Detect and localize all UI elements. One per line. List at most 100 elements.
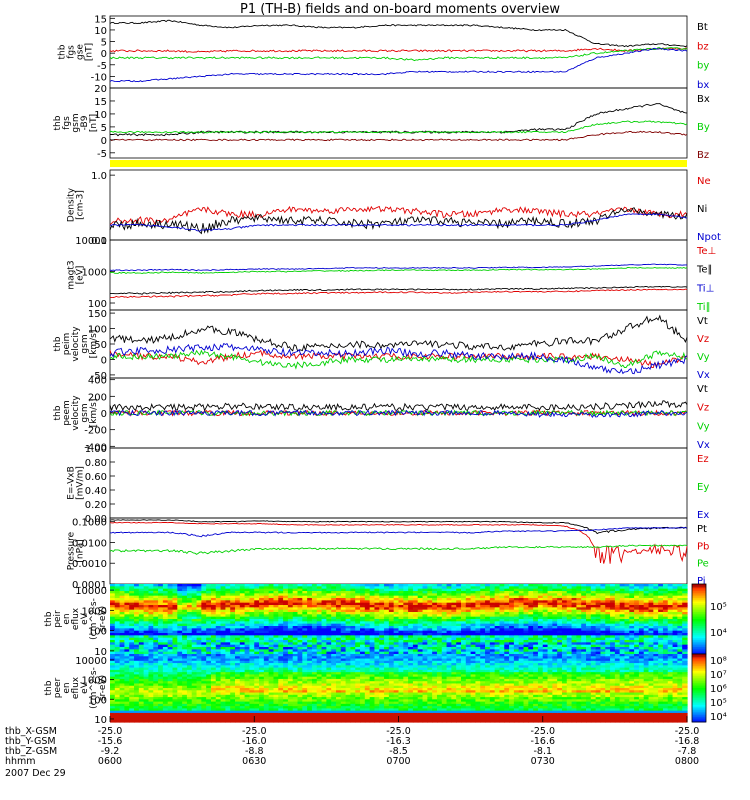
spectrogram-cell [263, 616, 270, 620]
spectrogram-cell [249, 626, 255, 629]
spectrogram-cell [610, 598, 616, 601]
spectrogram-cell [595, 614, 602, 618]
spectrogram-cell [557, 609, 563, 613]
spectrogram-cell [287, 717, 294, 721]
spectrogram-cell [220, 600, 226, 604]
spectrogram-cell [417, 619, 424, 622]
spectrogram-cell [672, 626, 678, 629]
spectrogram-cell [489, 600, 496, 604]
spectrogram-cell [167, 612, 174, 615]
spectrogram-cell [114, 637, 121, 641]
spectrogram-cell [408, 605, 414, 608]
spectrogram-cell [235, 598, 241, 601]
spectrogram-cell [374, 647, 380, 650]
spectrogram-cell [273, 605, 279, 608]
spectrogram-cell [489, 642, 496, 646]
spectrogram-cell [643, 612, 650, 615]
spectrogram-cell [134, 699, 140, 703]
spectrogram-cell [225, 672, 231, 675]
spectrogram-cell [235, 635, 241, 639]
spectrogram-cell [220, 647, 226, 650]
spectrogram-cell [528, 651, 534, 655]
spectrogram-cell [677, 586, 683, 590]
spectrogram-cell [533, 612, 539, 615]
spectrogram-cell [206, 637, 212, 641]
spectrogram-cell [153, 626, 159, 629]
spectrogram-cell [340, 614, 347, 618]
spectrogram-cell [446, 628, 452, 632]
spectrogram-cell [225, 703, 231, 707]
spectrogram-cell [206, 688, 212, 691]
spectrogram-cell [364, 651, 371, 655]
spectrogram-cell [547, 591, 553, 594]
spectrogram-cell [441, 616, 448, 620]
spectrogram-cell [287, 663, 294, 666]
spectrogram-cell [292, 697, 299, 700]
spectrogram-cell [456, 630, 462, 634]
spectrogram-cell [331, 642, 337, 646]
spectrogram-cell [658, 647, 664, 650]
spectrogram-cell [475, 626, 481, 629]
legend-entry: Pe [697, 559, 709, 570]
spectrogram-cell [162, 644, 169, 648]
y-tick-label: 0.0100 [72, 538, 107, 549]
spectrogram-cell [215, 644, 222, 648]
spectrogram-cell [220, 642, 226, 646]
spectrogram-cell [672, 607, 678, 611]
spectrogram-cell [581, 633, 587, 636]
spectrogram-cell [244, 694, 251, 698]
spectrogram-cell [436, 614, 443, 618]
spectrogram-cell [552, 586, 558, 590]
spectrogram-cell [162, 699, 169, 703]
spectrogram-cell [254, 690, 260, 694]
spectrogram-cell [566, 588, 573, 592]
spectrogram-cell [254, 672, 260, 675]
spectrogram-cell [210, 586, 217, 590]
spectrogram-cell [167, 595, 174, 599]
spectrogram-cell [201, 706, 207, 709]
spectrogram-cell [432, 630, 438, 634]
spectrogram-cell [162, 612, 169, 615]
spectrogram-cell [268, 708, 275, 712]
spectrogram-cell [537, 616, 544, 620]
spectrogram-cell [518, 630, 525, 634]
spectrogram-cell [595, 586, 602, 590]
spectrogram-cell [138, 669, 145, 673]
spectrogram-cell [326, 647, 332, 650]
spectrogram-cell [210, 674, 217, 678]
spectrogram-cell [667, 609, 674, 613]
spectrogram-cell [408, 623, 414, 627]
spectrogram-cell [230, 708, 236, 712]
spectrogram-cell [235, 663, 241, 666]
spectrogram-cell [658, 598, 664, 601]
spectrogram-cell [283, 692, 289, 696]
spectrogram-cell [278, 644, 284, 648]
spectrogram-cell [129, 609, 135, 613]
spectrogram-cell [182, 614, 188, 618]
spectrogram-cell [379, 588, 385, 592]
spectrogram-cell [302, 651, 308, 655]
spectrogram-cell [345, 619, 352, 622]
spectrogram-cell [249, 676, 255, 680]
colorbar-tick: 10⁵ [710, 602, 727, 613]
spectrogram-cell [244, 591, 251, 594]
spectrogram-cell [561, 642, 568, 646]
spectrogram-cell [153, 649, 159, 653]
spectrogram-cell [388, 616, 395, 620]
spectrogram-cell [360, 614, 366, 618]
spectrogram-cell [230, 644, 236, 648]
spectrogram-cell [528, 626, 534, 629]
spectrogram-cell [287, 658, 294, 662]
spectrogram-cell [379, 600, 385, 604]
spectrogram-cell [196, 595, 202, 599]
spectrogram-cell [158, 647, 164, 650]
spectrogram-cell [374, 637, 380, 641]
spectrogram-cell [239, 633, 246, 636]
spectrogram-cell [408, 591, 414, 594]
spectrogram-cell [451, 602, 457, 606]
spectrogram-cell [335, 595, 342, 599]
spectrogram-cell [124, 635, 130, 639]
spectrogram-cell [297, 630, 303, 634]
spectrogram-cell [557, 630, 563, 634]
